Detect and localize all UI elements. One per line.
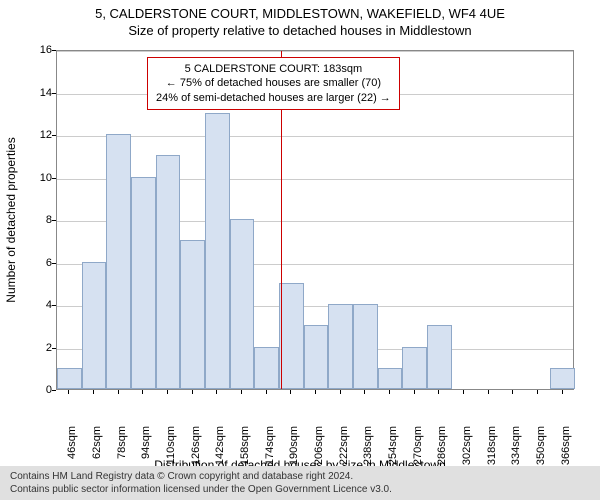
y-tick-label: 0	[22, 384, 52, 396]
gridline-h	[57, 51, 573, 52]
footer-line2: Contains public sector information licen…	[10, 483, 590, 496]
y-tick-label: 10	[22, 172, 52, 184]
chart-title-block: 5, CALDERSTONE COURT, MIDDLESTOWN, WAKEF…	[0, 0, 600, 38]
chart-title-line1: 5, CALDERSTONE COURT, MIDDLESTOWN, WAKEF…	[0, 6, 600, 21]
y-tick-mark	[52, 178, 56, 179]
histogram-bar	[279, 283, 304, 389]
annotation-box: 5 CALDERSTONE COURT: 183sqm← 75% of deta…	[147, 57, 400, 110]
histogram-bar	[57, 368, 82, 389]
y-tick-mark	[52, 220, 56, 221]
x-tick-mark	[488, 390, 489, 394]
y-tick-label: 8	[22, 214, 52, 226]
x-tick-mark	[142, 390, 143, 394]
x-tick-mark	[290, 390, 291, 394]
histogram-bar	[82, 262, 107, 390]
x-tick-mark	[216, 390, 217, 394]
x-tick-mark	[266, 390, 267, 394]
y-tick-mark	[52, 390, 56, 391]
footer-attribution: Contains HM Land Registry data © Crown c…	[0, 466, 600, 500]
x-tick-mark	[118, 390, 119, 394]
annotation-line3: 24% of semi-detached houses are larger (…	[156, 91, 391, 105]
y-tick-label: 16	[22, 44, 52, 56]
annotation-line2: ← 75% of detached houses are smaller (70…	[156, 76, 391, 90]
y-tick-label: 12	[22, 129, 52, 141]
y-tick-mark	[52, 305, 56, 306]
y-tick-mark	[52, 348, 56, 349]
y-tick-label: 4	[22, 299, 52, 311]
x-tick-mark	[93, 390, 94, 394]
y-tick-mark	[52, 135, 56, 136]
y-tick-label: 2	[22, 342, 52, 354]
annotation-line1: 5 CALDERSTONE COURT: 183sqm	[156, 62, 391, 76]
histogram-bar	[230, 219, 255, 389]
footer-line1: Contains HM Land Registry data © Crown c…	[10, 470, 590, 483]
histogram-bar	[254, 347, 279, 390]
x-tick-mark	[537, 390, 538, 394]
y-tick-label: 14	[22, 87, 52, 99]
x-tick-mark	[414, 390, 415, 394]
histogram-bar	[180, 240, 205, 389]
x-tick-mark	[463, 390, 464, 394]
x-tick-mark	[340, 390, 341, 394]
histogram-bar	[550, 368, 575, 389]
histogram-bar	[402, 347, 427, 390]
histogram-bar	[353, 304, 378, 389]
y-tick-mark	[52, 50, 56, 51]
x-tick-mark	[364, 390, 365, 394]
histogram-bar	[304, 325, 329, 389]
y-tick-mark	[52, 93, 56, 94]
plot-area: 5 CALDERSTONE COURT: 183sqm← 75% of deta…	[56, 50, 574, 390]
histogram-bar	[156, 155, 181, 389]
x-tick-mark	[438, 390, 439, 394]
gridline-h	[57, 136, 573, 137]
histogram-bar	[205, 113, 230, 389]
histogram-bar	[378, 368, 403, 389]
x-tick-mark	[562, 390, 563, 394]
y-tick-label: 6	[22, 257, 52, 269]
chart-wrap: Number of detached properties 5 CALDERST…	[0, 40, 600, 434]
x-tick-mark	[315, 390, 316, 394]
x-tick-mark	[192, 390, 193, 394]
x-tick-mark	[241, 390, 242, 394]
x-tick-mark	[512, 390, 513, 394]
y-axis-label: Number of detached properties	[4, 137, 18, 302]
x-tick-mark	[389, 390, 390, 394]
histogram-bar	[106, 134, 131, 389]
y-tick-mark	[52, 263, 56, 264]
x-tick-mark	[68, 390, 69, 394]
histogram-bar	[427, 325, 452, 389]
x-tick-mark	[167, 390, 168, 394]
histogram-bar	[328, 304, 353, 389]
chart-title-line2: Size of property relative to detached ho…	[0, 23, 600, 38]
histogram-bar	[131, 177, 156, 390]
